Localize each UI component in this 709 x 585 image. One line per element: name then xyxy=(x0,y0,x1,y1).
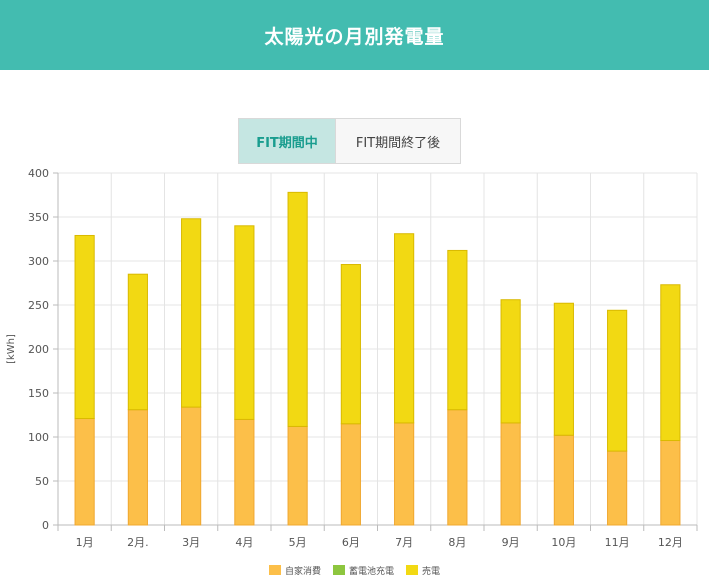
y-tick-label: 400 xyxy=(28,167,49,180)
bar-self-consumption xyxy=(127,409,148,526)
y-tick-label: 250 xyxy=(28,299,49,312)
x-tick-label: 4月 xyxy=(235,536,253,549)
x-tick-label: 12月 xyxy=(658,536,683,549)
bar-sold xyxy=(181,218,202,408)
y-tick-label: 100 xyxy=(28,431,49,444)
legend-swatch xyxy=(406,565,418,575)
bar-self-consumption xyxy=(181,406,202,526)
bar-sold xyxy=(340,264,361,425)
y-tick-label: 200 xyxy=(28,343,49,356)
legend-label: 自家消費 xyxy=(284,566,321,577)
x-tick-label: 9月 xyxy=(502,536,520,549)
bar-sold xyxy=(234,225,255,420)
x-tick-label: 5月 xyxy=(289,536,307,549)
bar-sold xyxy=(127,273,148,411)
page-title: 太陽光の月別発電量 xyxy=(264,25,445,48)
y-tick-label: 350 xyxy=(28,211,49,224)
bar-sold xyxy=(500,299,521,424)
bar-self-consumption xyxy=(287,425,308,526)
legend-label: 蓄電池充電 xyxy=(348,566,394,577)
bar-self-consumption xyxy=(74,418,95,526)
bar-self-consumption xyxy=(660,440,681,526)
x-tick-label: 1月 xyxy=(76,536,94,549)
bar-self-consumption xyxy=(394,422,415,526)
tab-fit-period[interactable]: FIT期間中 xyxy=(239,119,335,163)
bar-sold xyxy=(394,233,415,424)
bar-self-consumption xyxy=(553,434,574,526)
monthly-generation-chart: 0 50 100 150 200 250 300 350 400 [kWh] 1月 2月. 3月 4月 5月… xyxy=(6,167,698,549)
y-axis-label: [kWh] xyxy=(6,334,17,364)
bar-self-consumption xyxy=(500,422,521,526)
x-tick-label: 10月 xyxy=(551,536,576,549)
legend-item[interactable]: 蓄電池充電 xyxy=(332,564,394,577)
x-tick-label: 7月 xyxy=(395,536,413,549)
bar-self-consumption xyxy=(447,409,468,526)
chart-legend: 自家消費 蓄電池充電 売電 xyxy=(0,561,709,579)
y-tick-label: 50 xyxy=(35,475,49,488)
legend-swatch xyxy=(332,565,345,575)
page-header: 太陽光の月別発電量 xyxy=(0,0,709,70)
bar-sold xyxy=(287,191,308,427)
x-tick-label: 11月 xyxy=(605,536,630,549)
x-tick-label: 2月. xyxy=(127,536,149,549)
bar-sold xyxy=(74,234,95,420)
legend-item[interactable]: 売電 xyxy=(406,564,440,577)
legend-swatch xyxy=(268,565,281,575)
period-tabs: FIT期間中 FIT期間終了後 xyxy=(238,118,461,164)
bar-sold xyxy=(660,284,681,442)
x-tick-label: 6月 xyxy=(342,536,360,549)
tab-post-fit-period[interactable]: FIT期間終了後 xyxy=(335,119,460,163)
y-tick-label: 0 xyxy=(42,519,49,532)
x-tick-label: 3月 xyxy=(182,536,200,549)
legend-item[interactable]: 自家消費 xyxy=(268,564,321,577)
legend-label: 売電 xyxy=(422,566,441,577)
bar-sold xyxy=(447,249,468,411)
y-tick-label: 150 xyxy=(28,387,49,400)
x-tick-label: 8月 xyxy=(448,536,466,549)
bar-sold xyxy=(607,309,628,452)
bar-self-consumption xyxy=(607,450,628,526)
y-tick-label: 300 xyxy=(28,255,49,268)
bar-self-consumption xyxy=(340,423,361,526)
bar-sold xyxy=(553,302,574,436)
bar-self-consumption xyxy=(234,418,255,526)
